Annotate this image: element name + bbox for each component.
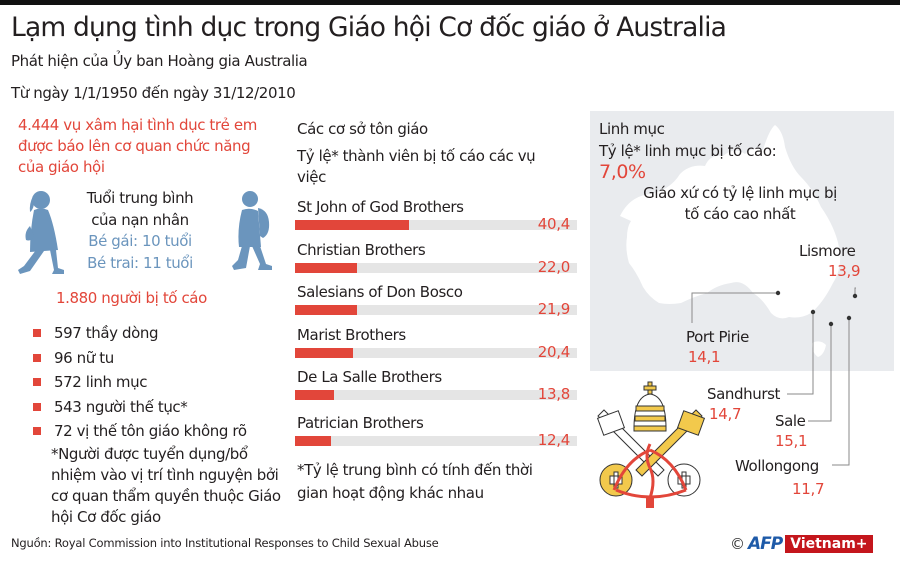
afp-vietnamplus-logo: © AFP Vietnam+ xyxy=(730,534,873,554)
accused-breakdown-list: 597 thầy dòng 96 nữ tu 572 linh mục 543 … xyxy=(33,321,283,444)
bullet-square-icon xyxy=(33,427,41,436)
page-subtitle: Phát hiện của Ủy ban Hoàng gia Australia xyxy=(11,52,308,70)
bar-label: Christian Brothers xyxy=(297,240,426,259)
vietnamplus-logo: Vietnam+ xyxy=(785,535,873,553)
bar-track xyxy=(295,435,577,446)
bar-fill xyxy=(295,347,353,358)
list-item: 96 nữ tu xyxy=(33,346,283,371)
bar-value: 21,9 xyxy=(537,300,571,319)
lay-person-footnote: *Người được tuyển dụng/bổ nhiệm vào vị t… xyxy=(51,445,281,526)
boy-silhouette-icon xyxy=(232,191,272,270)
age-boys: Bé trai: 11 tuổi xyxy=(87,253,193,272)
bar-value: 40,4 xyxy=(537,215,571,233)
bar-fill xyxy=(295,262,357,273)
place-lismore: Lismore xyxy=(799,242,856,260)
bullet-square-icon xyxy=(33,378,41,387)
copyright-symbol: © xyxy=(730,535,745,553)
value-sale: 15,1 xyxy=(775,432,808,450)
bar-track xyxy=(295,220,577,230)
bar-fill xyxy=(295,305,357,316)
bar-label: Patrician Brothers xyxy=(297,413,424,432)
list-item: 572 linh mục xyxy=(33,370,283,395)
bar-fill xyxy=(295,435,331,446)
list-item: 72 vị thế tôn giáo không rõ xyxy=(33,419,283,444)
bar-label: St John of God Brothers xyxy=(297,198,464,216)
bar-chart: St John of God Brothers 40,4 Christian B… xyxy=(295,198,580,457)
accused-count: 1.880 người bị tố cáo xyxy=(56,289,207,307)
bar-row: St John of God Brothers 40,4 xyxy=(295,198,580,241)
chart-footnote: *Tỷ lệ trung bình có tính đến thời gian … xyxy=(297,461,533,502)
bar-fill xyxy=(295,220,409,230)
age-girls: Bé gái: 10 tuổi xyxy=(88,232,192,250)
age-title-line2: của nạn nhân xyxy=(91,210,189,229)
bar-track xyxy=(295,305,577,316)
page-title: Lạm dụng tình dục trong Giáo hội Cơ đốc … xyxy=(11,12,727,43)
bullet-square-icon xyxy=(33,402,41,411)
bar-row: De La Salle Brothers 13,8 xyxy=(295,368,580,411)
bar-track xyxy=(295,390,577,401)
bar-value: 12,4 xyxy=(537,430,571,449)
afp-logo: AFP xyxy=(748,534,783,554)
papal-emblem-icon xyxy=(596,381,706,508)
bar-fill xyxy=(295,390,334,401)
place-sandhurst: Sandhurst xyxy=(707,385,781,403)
place-wollongong: Wollongong xyxy=(735,457,819,475)
map-rate-value: 7,0% xyxy=(599,161,646,183)
source-note: Nguồn: Royal Commission into Institution… xyxy=(11,536,439,550)
bar-row: Christian Brothers 22,0 xyxy=(295,241,580,284)
bar-label: Salesians of Don Bosco xyxy=(297,283,463,302)
bar-label: Marist Brothers xyxy=(297,325,406,344)
list-item: 597 thầy dòng xyxy=(33,321,283,346)
top-bar xyxy=(0,0,900,5)
bar-value: 22,0 xyxy=(537,257,571,276)
value-wollongong: 11,7 xyxy=(792,480,825,498)
list-item: 543 người thế tục* xyxy=(33,395,283,420)
bullet-square-icon xyxy=(33,353,41,362)
value-lismore: 13,9 xyxy=(828,262,861,280)
value-port-pirie: 14,1 xyxy=(688,348,721,366)
map-rate-label: Tỷ lệ* linh mục bị tố cáo: xyxy=(599,142,777,160)
cases-headline: 4.444 vụ xâm hại tình dục trẻ em được bá… xyxy=(18,116,257,176)
date-range: Từ ngày 1/1/1950 đến ngày 31/12/2010 xyxy=(11,84,296,102)
age-title-line1: Tuổi trung bình xyxy=(86,189,194,207)
value-sandhurst: 14,7 xyxy=(709,405,742,423)
bar-track xyxy=(295,262,577,273)
girl-silhouette-icon xyxy=(18,191,64,274)
bar-value: 13,8 xyxy=(537,385,571,404)
map-title: Linh mục xyxy=(599,120,665,138)
bar-row: Patrician Brothers 12,4 xyxy=(295,414,580,457)
place-port-pirie: Port Pirie xyxy=(686,328,749,346)
bullet-square-icon xyxy=(33,329,41,338)
chart-heading: Các cơ sở tôn giáo xyxy=(297,120,428,138)
chart-subheading: Tỷ lệ* thành viên bị tố cáo các vụ việc xyxy=(297,147,536,186)
bar-value: 20,4 xyxy=(537,342,571,361)
bar-row: Marist Brothers 20,4 xyxy=(295,326,580,369)
victim-age-box: Tuổi trung bình của nạn nhân Bé gái: 10 … xyxy=(60,188,220,274)
map-subtitle: Giáo xứ có tỷ lệ linh mục bị tố cáo cao … xyxy=(643,184,837,223)
place-sale: Sale xyxy=(775,412,806,430)
bar-track xyxy=(295,347,577,358)
bar-row: Salesians of Don Bosco 21,9 xyxy=(295,283,580,326)
bar-label: De La Salle Brothers xyxy=(297,368,442,387)
